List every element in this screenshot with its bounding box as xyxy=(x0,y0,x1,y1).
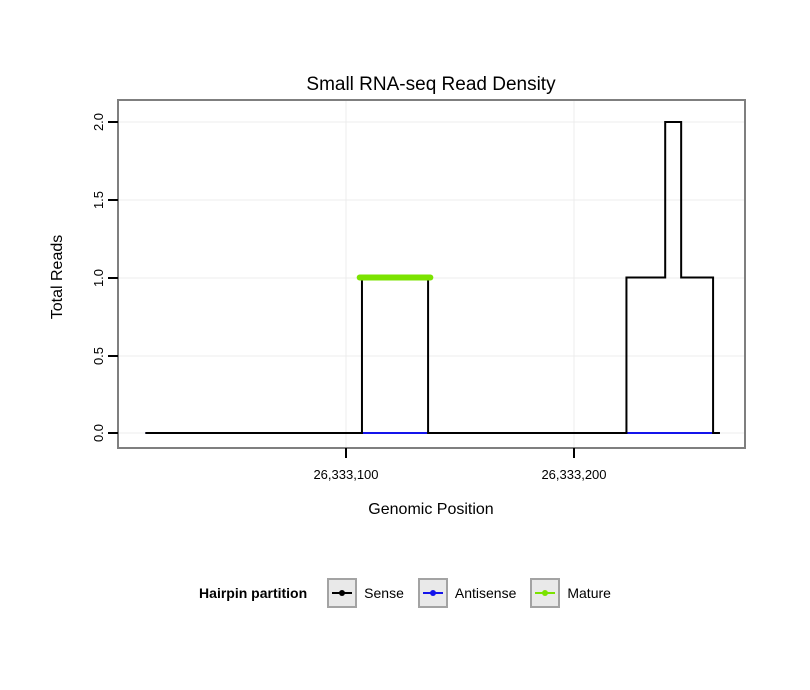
legend-label-antisense: Antisense xyxy=(454,585,517,601)
legend-key-sense xyxy=(327,578,358,608)
x-tick-label: 26,333,200 xyxy=(541,467,606,482)
legend-label-sense: Sense xyxy=(364,585,404,601)
x-tick-label: 26,333,100 xyxy=(313,467,378,482)
y-tick-label: 0.5 xyxy=(91,347,106,365)
chart-title: Small RNA-seq Read Density xyxy=(306,74,556,95)
legend-item-sense: Sense xyxy=(327,578,404,608)
legend-item-antisense: Antisense xyxy=(417,578,517,608)
x-axis-title: Genomic Position xyxy=(368,501,493,518)
y-tick-label: 0.0 xyxy=(91,424,106,442)
plot-svg: Small RNA-seq Read Density 26,333,100 xyxy=(49,74,746,518)
legend-label-mature: Mature xyxy=(567,585,611,601)
y-tick-label: 1.0 xyxy=(91,269,106,287)
y-tick-label: 1.5 xyxy=(91,191,106,209)
legend-key-antisense xyxy=(417,578,448,608)
plot-panel-border xyxy=(117,99,746,449)
legend-item-mature: Mature xyxy=(530,578,611,608)
y-axis-title: Total Reads xyxy=(49,235,66,320)
axis-ticks xyxy=(108,121,575,458)
y-tick-label: 2.0 xyxy=(91,113,106,131)
legend: Hairpin partition Sense Antisense xyxy=(0,578,810,608)
gridlines xyxy=(118,100,745,448)
series-layer xyxy=(145,121,720,434)
legend-title: Hairpin partition xyxy=(199,585,308,601)
legend-key-mature xyxy=(530,578,561,608)
